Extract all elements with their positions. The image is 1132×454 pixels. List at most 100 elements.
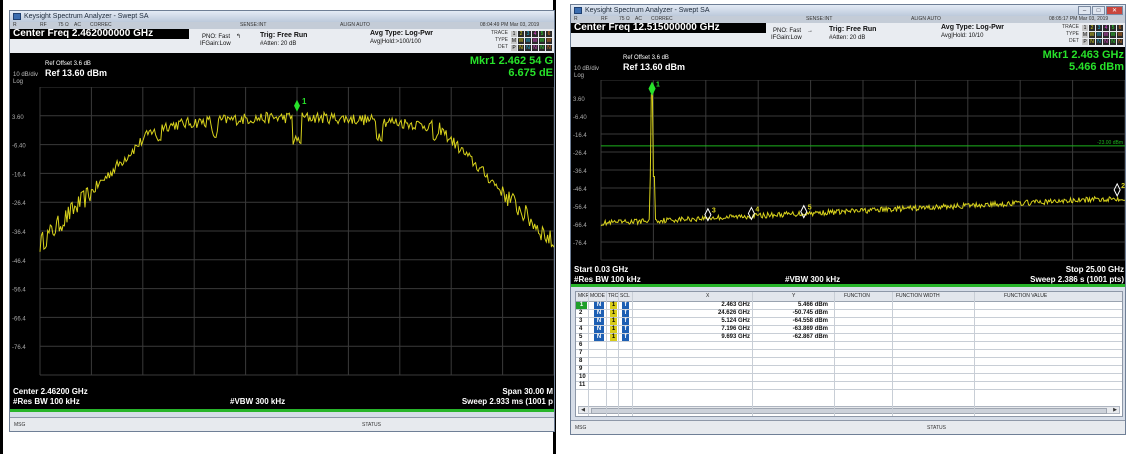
- trace-box: P: [1082, 38, 1088, 45]
- marker-trace: 1: [610, 310, 617, 317]
- trace-box: 2: [518, 30, 524, 37]
- column-divider: [892, 292, 893, 416]
- impedance-indicator: 75 Ω: [619, 16, 630, 22]
- marker-number: 3: [579, 318, 583, 324]
- settings-bar: Center Freq 2.462000000 GHz PNO: Fast IF…: [10, 29, 554, 54]
- marker-diamond: [294, 99, 300, 112]
- settings-bar: Center Freq 12.515000000 GHz PNO: Fast I…: [571, 23, 1125, 48]
- y-tick-label: -36.4: [573, 169, 587, 175]
- y-tick-label: -26.4: [573, 151, 587, 157]
- col-scl: SCL: [620, 293, 630, 299]
- scroll-right-icon[interactable]: ▶: [1113, 407, 1117, 413]
- center-label: Center 2.46200 GHz: [13, 387, 88, 396]
- display-divider: [571, 284, 1125, 287]
- trace-box: W: [1110, 31, 1116, 38]
- app-icon: [13, 13, 21, 20]
- rf-indicator: RF: [40, 22, 47, 28]
- scroll-left-icon[interactable]: ◀: [581, 407, 585, 413]
- avg-type: Avg Type: Log-Pwr: [370, 30, 433, 37]
- minimize-icon[interactable]: –: [1078, 6, 1091, 15]
- sense-indicator: SENSE:INT: [240, 22, 267, 28]
- marker-scale: f: [622, 318, 629, 325]
- table-row[interactable]: 10: [576, 374, 1122, 382]
- column-divider: [834, 292, 835, 416]
- trace-box: W: [1096, 31, 1102, 38]
- table-row[interactable]: 7: [576, 350, 1122, 358]
- trace-box: 1: [511, 30, 517, 37]
- trace-info: TRACE 1 2 3 4 5 6 TYPE M W W W W W DET P N N N N N: [491, 30, 552, 51]
- marker-trace: 1: [610, 302, 617, 309]
- center-freq-readout[interactable]: Center Freq 12.515000000 GHz: [571, 23, 766, 33]
- table-row[interactable]: 4 N 1 f 7.196 GHz -63.869 dBm: [576, 326, 1122, 334]
- marker-x: 7.196 GHz: [721, 326, 750, 332]
- maximize-icon[interactable]: □: [1092, 6, 1105, 15]
- type-label: TYPE: [494, 37, 508, 43]
- ref-offset: Ref Offset 3.6 dB: [45, 61, 91, 67]
- trace-box: 6: [546, 30, 552, 37]
- ref-offset: Ref Offset 3.6 dB: [623, 55, 669, 61]
- scroll-thumb[interactable]: [591, 408, 1107, 414]
- marker-trace: 1: [610, 334, 617, 341]
- trace-label: TRACE: [1062, 24, 1079, 30]
- marker-y: -62.867 dBm: [792, 334, 828, 340]
- marker-label: 2: [1121, 183, 1125, 190]
- status-label: STATUS: [362, 422, 381, 428]
- stop-label: Stop 25.00 GHz: [1065, 265, 1124, 274]
- display-divider: [10, 409, 554, 412]
- table-row[interactable]: 1 N 1 f 2.463 GHz 5.466 dBm: [576, 302, 1122, 310]
- det-label: DET: [498, 44, 508, 50]
- marker-scale: f: [622, 326, 629, 333]
- analyzer-window: Keysight Spectrum Analyzer - Swept SA R …: [9, 10, 555, 432]
- left-analyzer-capture: Keysight Spectrum Analyzer - Swept SA R …: [0, 0, 556, 454]
- ifgain-setting: IFGain:Low: [771, 35, 802, 41]
- trace-box: 3: [525, 30, 531, 37]
- y-tick-label: -76.4: [573, 241, 587, 247]
- table-row[interactable]: 5 N 1 f 9.693 GHz -62.867 dBm: [576, 334, 1122, 342]
- y-tick-label: -46.4: [573, 187, 587, 193]
- trace-label: TRACE: [491, 30, 508, 36]
- trace-box: P: [511, 44, 517, 51]
- limit-label: -23.00 dBm: [1097, 140, 1123, 146]
- column-divider: [588, 292, 589, 416]
- app-icon: [574, 7, 582, 14]
- horizontal-scrollbar[interactable]: ◀ ▶: [578, 406, 1120, 414]
- type-label: TYPE: [1065, 31, 1079, 37]
- marker-trace: 1: [610, 318, 617, 325]
- col-function: FUNCTION: [844, 293, 870, 299]
- message-bar: MSG STATUS: [571, 420, 1125, 434]
- table-row[interactable]: 8: [576, 358, 1122, 366]
- timestamp: 08:05:17 PM Mar 03, 2019: [1049, 16, 1109, 22]
- marker-label: 4: [755, 206, 759, 213]
- atten-setting: #Atten: 20 dB: [260, 41, 297, 47]
- marker-x: 9.693 GHz: [721, 334, 750, 340]
- table-row[interactable]: 3 N 1 f 5.124 GHz -64.558 dBm: [576, 318, 1122, 326]
- rf-indicator: RF: [601, 16, 608, 22]
- marker-diamond: [1113, 182, 1121, 197]
- close-icon[interactable]: ✕: [1106, 6, 1123, 15]
- trigger-setting: Trig: Free Run: [260, 32, 308, 39]
- trigger-arrow-icon: ↰: [236, 34, 242, 40]
- window-title: Keysight Spectrum Analyzer - Swept SA: [24, 13, 149, 20]
- marker-number: 7: [579, 350, 583, 356]
- center-freq-readout[interactable]: Center Freq 2.462000000 GHz: [10, 29, 189, 39]
- table-row[interactable]: 6: [576, 342, 1122, 350]
- y-tick-label: -46.4: [12, 259, 26, 265]
- marker-number: 2: [579, 310, 583, 316]
- col-function-width: FUNCTION WIDTH: [896, 293, 940, 299]
- avg-hold: Avg|Hold:>100/100: [370, 39, 421, 45]
- trace-box: M: [511, 37, 517, 44]
- marker-mode: N: [594, 334, 604, 341]
- scale-div: 10 dB/div: [574, 66, 600, 72]
- marker-number: 6: [579, 342, 583, 348]
- column-divider: [752, 292, 753, 416]
- y-tick-label: -16.4: [573, 133, 587, 139]
- marker-mode: N: [594, 326, 604, 333]
- y-tick-label: -16.4: [12, 172, 26, 178]
- col-mode: MODE: [590, 293, 605, 299]
- window-title: Keysight Spectrum Analyzer - Swept SA: [585, 7, 710, 14]
- table-row[interactable]: 9: [576, 366, 1122, 374]
- table-row[interactable]: 2 N 1 f 24.626 GHz -50.745 dBm: [576, 310, 1122, 318]
- y-tick-label: -6.40: [573, 115, 587, 121]
- table-row[interactable]: 11: [576, 382, 1122, 390]
